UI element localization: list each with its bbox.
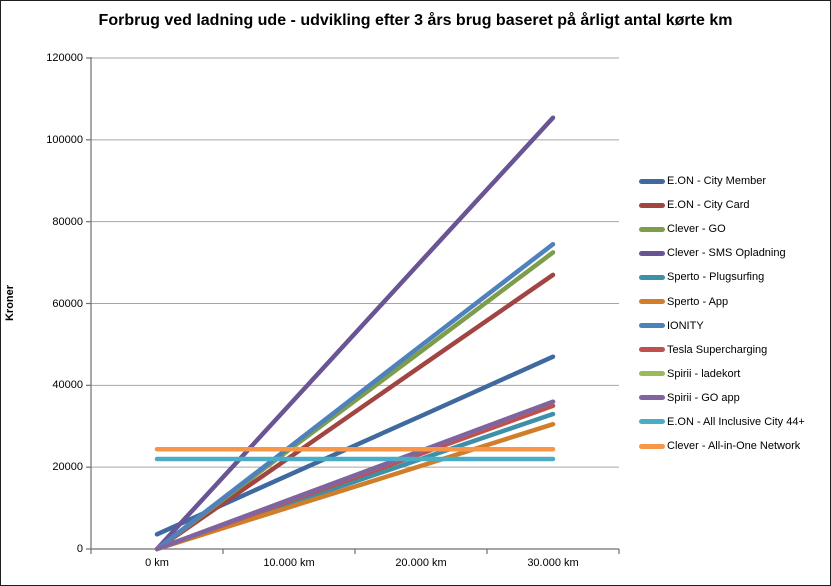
- x-tick-label: 20.000 km: [395, 557, 447, 569]
- y-tick-label: 60000: [52, 297, 83, 310]
- legend-swatch: [639, 371, 665, 377]
- legend-swatch: [639, 178, 665, 184]
- legend-label: E.ON - All Inclusive City 44+: [667, 415, 805, 428]
- series-line-sperto-app: [154, 421, 556, 552]
- y-tick-label: 20000: [52, 461, 83, 474]
- legend-item: IONITY: [639, 314, 805, 338]
- legend-item: E.ON - City Card: [639, 193, 805, 217]
- legend-swatch: [639, 274, 665, 280]
- legend-item: Tesla Supercharging: [639, 338, 805, 362]
- legend-label: Sperto - Plugsurfing: [667, 271, 765, 284]
- legend-item: Clever - SMS Opladning: [639, 241, 805, 265]
- y-tick-label: 120000: [46, 52, 83, 64]
- legend-swatch: [639, 250, 665, 256]
- legend-label: Sperto - App: [667, 295, 729, 308]
- legend: E.ON - City Member E.ON - City Card Clever…: [639, 169, 805, 458]
- legend-swatch: [639, 419, 665, 425]
- legend-item: E.ON - All Inclusive City 44+: [639, 410, 805, 434]
- y-tick-label: 0: [76, 543, 83, 555]
- legend-swatch: [639, 299, 665, 305]
- x-tick-label: 10.000 km: [263, 557, 315, 569]
- series-line-ionity: [154, 241, 556, 552]
- legend-label: Clever - GO: [667, 223, 726, 236]
- series-line-spirii-go-app: [154, 399, 556, 552]
- legend-item: Spirii - GO app: [639, 386, 805, 410]
- y-tick-label: 80000: [52, 215, 83, 228]
- legend-swatch: [639, 443, 665, 449]
- legend-swatch: [639, 347, 665, 353]
- legend-label: E.ON - City Member: [667, 175, 767, 188]
- legend-label: Spirii - GO app: [667, 391, 740, 404]
- legend-item: Clever - GO: [639, 217, 805, 241]
- legend-label: Spirii - ladekort: [667, 367, 741, 380]
- y-tick-label: 100000: [46, 133, 83, 146]
- legend-item: Spirii - ladekort: [639, 362, 805, 386]
- legend-item: Sperto - App: [639, 289, 805, 313]
- y-tick-label: 40000: [52, 379, 83, 392]
- legend-label: Clever - SMS Opladning: [667, 247, 786, 260]
- series-line-e-on-city-card: [154, 272, 556, 552]
- legend-swatch: [639, 323, 665, 329]
- series-line-clever-sms-opladning: [154, 115, 556, 552]
- legend-item: Sperto - Plugsurfing: [639, 265, 805, 289]
- legend-label: IONITY: [667, 319, 704, 332]
- legend-swatch: [639, 395, 665, 401]
- legend-label: Clever - All-in-One Network: [667, 440, 801, 453]
- legend-swatch: [639, 202, 665, 208]
- legend-item: Clever - All-in-One Network: [639, 434, 805, 458]
- legend-swatch: [639, 226, 665, 232]
- x-tick-label: 30.000 km: [527, 557, 579, 569]
- legend-label: E.ON - City Card: [667, 199, 750, 212]
- x-tick-label: 0 km: [145, 557, 169, 569]
- legend-label: Tesla Supercharging: [667, 343, 768, 356]
- legend-item: E.ON - City Member: [639, 169, 805, 193]
- chart-title: Forbrug ved ladning ude - udvikling efte…: [98, 12, 733, 29]
